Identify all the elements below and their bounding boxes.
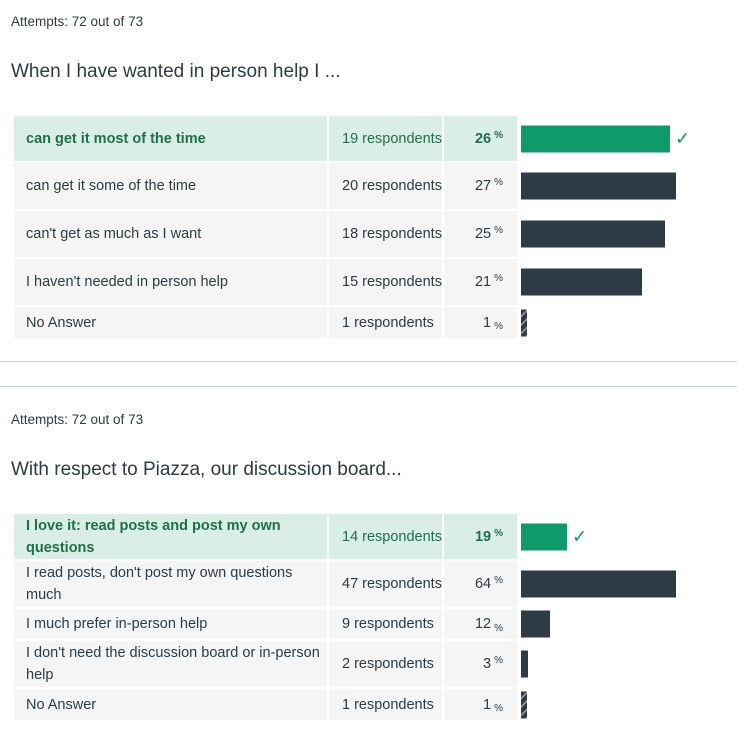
percent-sign: % (494, 273, 503, 284)
percent-sign: % (494, 321, 503, 332)
percent-value: 3 (483, 656, 492, 672)
correct-check-icon: ✓ (572, 526, 588, 546)
percent-cell: 1% (444, 689, 517, 720)
respondents-count: 15 respondents (329, 259, 442, 305)
respondents-count: 18 respondents (329, 211, 442, 257)
percent-sign: % (494, 575, 503, 586)
answer-text: can get it some of the time (14, 163, 327, 209)
percent-cell: 27% (444, 163, 517, 209)
bar-area (521, 211, 721, 257)
answer-text: I love it: read posts and post my own qu… (14, 514, 327, 559)
percent-sign: % (494, 528, 503, 539)
answer-text: No Answer (14, 307, 327, 338)
respondents-count: 1 respondents (329, 307, 442, 338)
percent-bar (521, 172, 676, 200)
percent-cell: 26% (444, 116, 517, 161)
bar-area (521, 641, 721, 687)
percent-value: 64 (474, 576, 492, 592)
percent-cell: 21% (444, 259, 517, 305)
respondents-count: 20 respondents (329, 163, 442, 209)
percent-bar-correct (521, 125, 670, 152)
bar-area: ✓ (521, 514, 721, 559)
percent-cell: 1% (444, 307, 517, 338)
bar-area: ✓ (521, 116, 721, 161)
percent-value: 19 (474, 528, 492, 545)
percent-cell: 12% (444, 609, 517, 639)
percent-value: 1 (483, 696, 492, 713)
bar-area (521, 259, 721, 305)
percent-cell: 3% (444, 641, 517, 687)
respondents-count: 2 respondents (329, 641, 442, 687)
bar-area (521, 307, 721, 338)
percent-bar (521, 268, 642, 296)
percent-sign: % (494, 703, 503, 714)
answer-text: I read posts, don't post my own question… (14, 561, 327, 607)
percent-cell: 64% (444, 561, 517, 607)
percent-cell: 25% (444, 211, 517, 257)
respondents-count: 19 respondents (329, 116, 442, 161)
percent-value: 26 (474, 130, 492, 147)
question-title: With respect to Piazza, our discussion b… (11, 459, 402, 480)
answer-text: can get it most of the time (14, 116, 327, 161)
percent-sign: % (494, 177, 503, 188)
answer-text: I haven't needed in person help (14, 259, 327, 305)
answer-text: I much prefer in-person help (14, 609, 327, 639)
percent-sign: % (494, 655, 503, 666)
percent-value: 12 (474, 616, 492, 632)
attempts-label: Attempts: 72 out of 73 (11, 412, 144, 427)
percent-value: 21 (474, 274, 492, 290)
answer-text: can't get as much as I want (14, 211, 327, 257)
answer-text: I don't need the discussion board or in-… (14, 641, 327, 687)
percent-bar (521, 650, 528, 678)
question-title: When I have wanted in person help I ... (11, 61, 341, 82)
respondents-count: 14 respondents (329, 514, 442, 559)
percent-value: 27 (474, 178, 492, 194)
divider (0, 361, 737, 362)
respondents-count: 9 respondents (329, 609, 442, 639)
bar-area (521, 163, 721, 209)
respondents-count: 47 respondents (329, 561, 442, 607)
percent-bar-correct (521, 523, 567, 550)
percent-cell: 19% (444, 514, 517, 559)
percent-bar (521, 610, 550, 638)
percent-bar-minimal (521, 691, 527, 718)
percent-bar (521, 570, 676, 598)
attempts-label: Attempts: 72 out of 73 (11, 14, 144, 29)
percent-bar (521, 220, 665, 248)
bar-area (521, 561, 721, 607)
bar-area (521, 609, 721, 639)
percent-sign: % (494, 623, 503, 634)
bar-area (521, 689, 721, 720)
percent-value: 25 (474, 226, 492, 242)
answer-text: No Answer (14, 689, 327, 720)
percent-sign: % (494, 225, 503, 236)
percent-value: 1 (483, 314, 492, 331)
respondents-count: 1 respondents (329, 689, 442, 720)
percent-bar-minimal (521, 309, 527, 336)
divider (0, 386, 737, 387)
percent-sign: % (494, 130, 503, 141)
correct-check-icon: ✓ (675, 128, 691, 148)
